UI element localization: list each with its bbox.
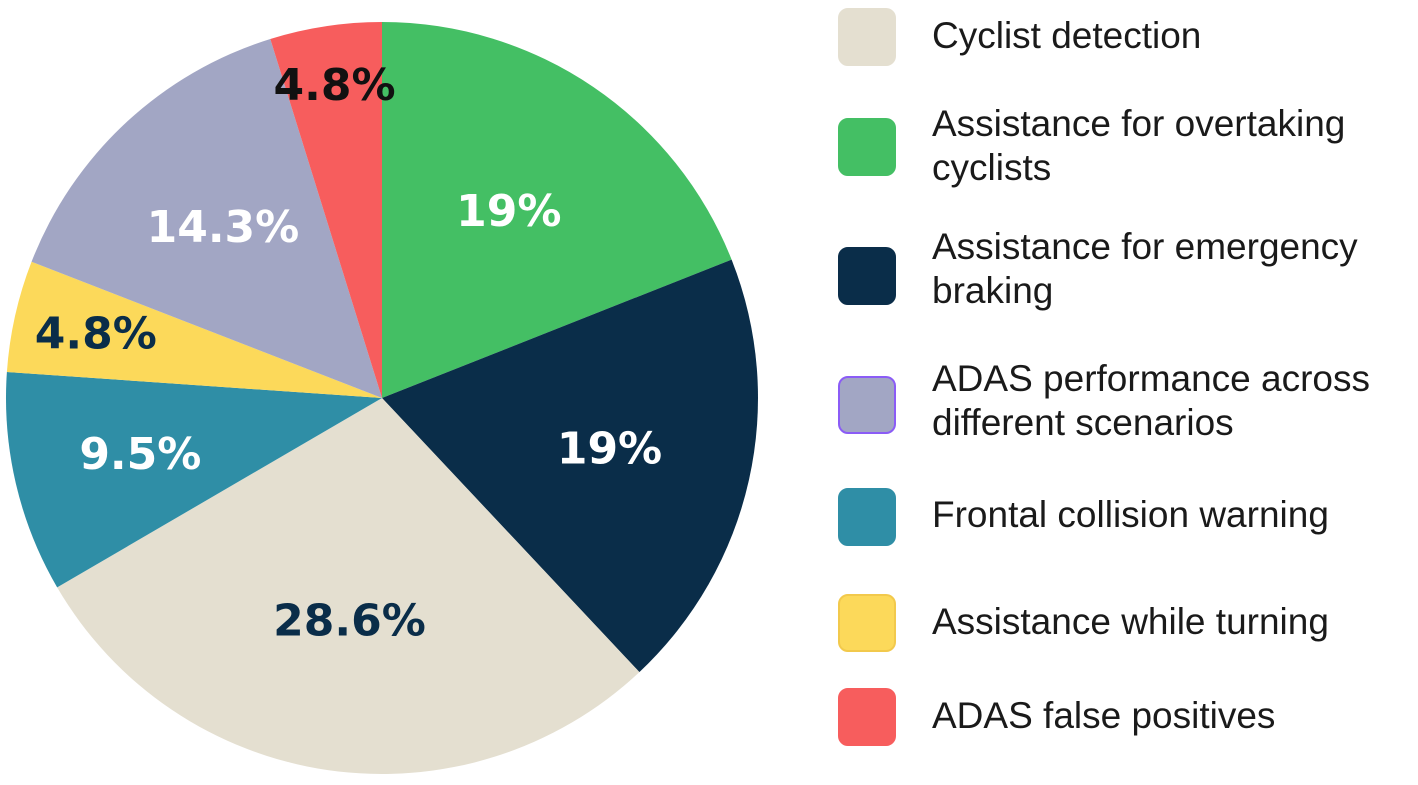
legend-swatch-turning (838, 594, 896, 652)
legend-label-overtaking: Assistance for overtaking cyclists (932, 103, 1346, 188)
pie-slice-cyclist-detection[interactable] (57, 398, 640, 774)
pie-slice-assistance-while-turning[interactable] (6, 261, 382, 398)
pie-labels: 19% 19% 28.6% 9.5% 4.8% 14.3% 4.8% (35, 60, 662, 647)
pie-label-adas-false-positives: 4.8% (274, 60, 396, 111)
pie-label-assistance-for-emergency-braking: 19% (557, 423, 662, 474)
pie-slice-assistance-for-emergency-braking[interactable] (382, 259, 758, 673)
pie-slice-assistance-for-overtaking-cyclists[interactable] (382, 22, 732, 398)
pie-label-adas-performance-across-different-scenarios: 14.3% (147, 202, 300, 253)
legend-swatch-overtaking (838, 118, 896, 176)
pie-chart: 19% 19% 28.6% 9.5% 4.8% 14.3% 4.8% (6, 22, 758, 774)
legend-label-emergency-braking: Assistance for emergency braking (932, 226, 1358, 311)
legend: Cyclist detection Assistance for overtak… (838, 0, 1418, 785)
legend-swatch-adas-performance (838, 376, 896, 434)
pie-label-assistance-while-turning: 4.8% (35, 309, 157, 360)
pie-label-assistance-for-overtaking-cyclists: 19% (456, 186, 561, 237)
legend-label-cyclist-detection: Cyclist detection (932, 15, 1202, 56)
legend-swatch-emergency-braking (838, 247, 896, 305)
pie-slice-frontal-collision-warning[interactable] (6, 372, 383, 588)
legend-label-adas-performance: ADAS performance across different scenar… (932, 358, 1371, 443)
pie-slices (6, 22, 758, 774)
legend-swatch-false-positives (838, 688, 896, 746)
legend-label-frontal-collision: Frontal collision warning (932, 494, 1329, 535)
legend-swatch-cyclist-detection (838, 8, 896, 66)
pie-label-frontal-collision-warning: 9.5% (79, 429, 201, 480)
legend-swatch-frontal-collision (838, 488, 896, 546)
legend-label-false-positives: ADAS false positives (932, 695, 1276, 736)
pie-label-cyclist-detection: 28.6% (273, 596, 426, 647)
legend-label-turning: Assistance while turning (932, 601, 1329, 642)
pie-slice-adas-false-positives[interactable] (270, 22, 382, 398)
pie-slice-adas-performance-across-different-scenarios[interactable] (31, 38, 383, 398)
